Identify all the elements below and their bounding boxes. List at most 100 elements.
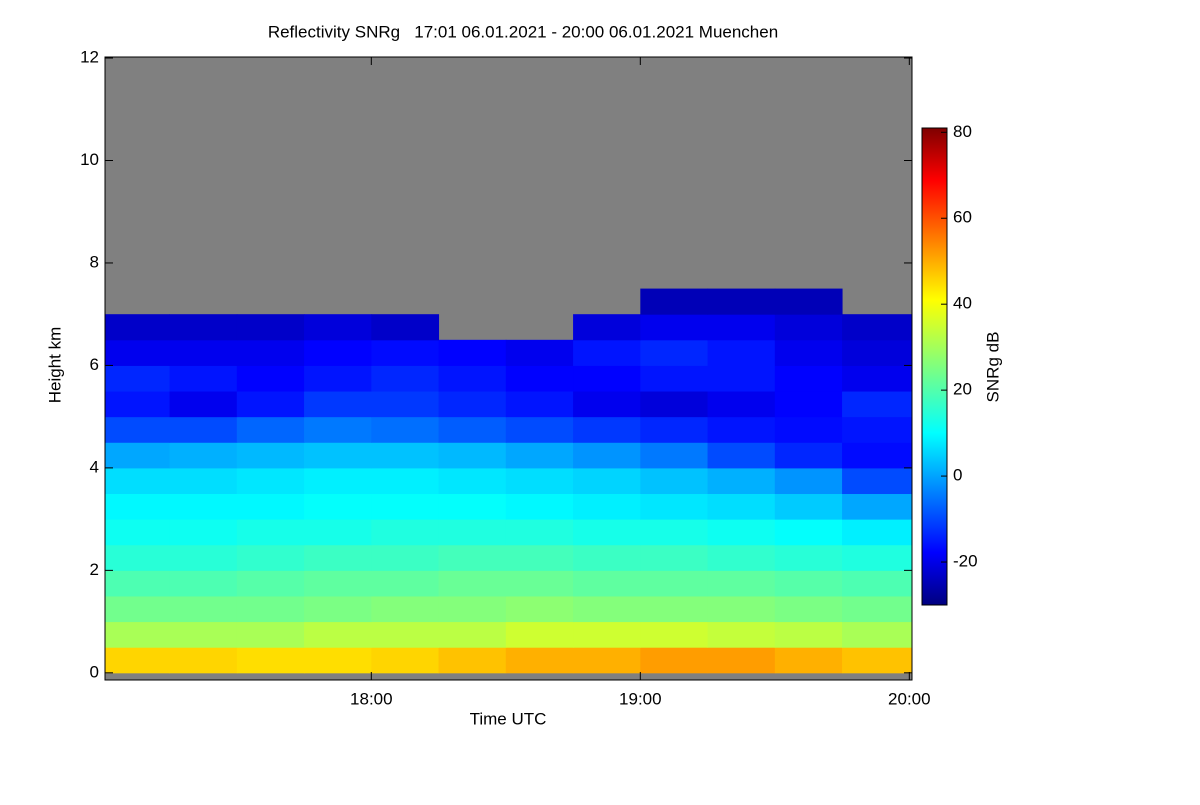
heatmap-cell — [640, 314, 709, 341]
heatmap-cell — [640, 391, 709, 418]
heatmap-cell — [573, 544, 641, 571]
heatmap-cell — [236, 570, 305, 597]
heatmap-cell — [774, 647, 843, 674]
heatmap-cell — [640, 621, 709, 648]
heatmap-cell — [707, 339, 776, 366]
heatmap-cell — [236, 365, 305, 392]
heatmap-cell — [438, 493, 507, 520]
heatmap-cell — [573, 416, 641, 443]
heatmap-cell — [774, 391, 843, 418]
colorbar-tick-label: 40 — [953, 294, 972, 313]
heatmap-cell — [573, 647, 641, 674]
heatmap-cell — [640, 595, 709, 623]
heatmap-cell — [707, 647, 776, 674]
heatmap-cell — [105, 493, 171, 520]
heatmap-cell — [707, 621, 776, 648]
heatmap-cell — [640, 416, 709, 443]
heatmap-cell — [304, 391, 372, 418]
heatmap-cell — [573, 391, 641, 418]
heatmap-cell — [371, 391, 440, 418]
heatmap-cell — [640, 288, 709, 315]
heatmap-cell — [707, 519, 776, 546]
heatmap-cell — [707, 416, 776, 443]
y-tick-label: 6 — [90, 355, 99, 374]
heatmap-cell — [573, 519, 641, 546]
heatmap-cell — [371, 314, 440, 341]
heatmap-cell — [371, 339, 440, 366]
heatmap-cell — [842, 314, 913, 341]
heatmap-cell — [707, 595, 776, 623]
heatmap-cell — [842, 339, 913, 366]
heatmap-cell — [842, 595, 913, 623]
heatmap-cell — [105, 339, 171, 366]
heatmap-cell — [774, 467, 843, 495]
heatmap-cell — [573, 570, 641, 597]
heatmap-cell — [774, 339, 843, 366]
heatmap-cell — [304, 467, 372, 495]
heatmap-cell — [236, 595, 305, 623]
heatmap-cell — [304, 365, 372, 392]
heatmap-cell — [169, 442, 238, 469]
heatmap-cell — [842, 519, 913, 546]
heatmap-cell — [371, 544, 440, 571]
heatmap-cell — [774, 570, 843, 597]
heatmap-cell — [105, 391, 171, 418]
heatmap-cell — [169, 544, 238, 571]
heatmap-cell — [707, 442, 776, 469]
heatmap-cell — [842, 570, 913, 597]
heatmap-cell — [707, 288, 776, 315]
heatmap-cell — [105, 314, 171, 341]
heatmap-cell — [438, 544, 507, 571]
heatmap-cell — [505, 365, 574, 392]
heatmap-cell — [573, 493, 641, 520]
heatmap-cell — [371, 621, 440, 648]
y-axis-label: Height km — [45, 327, 64, 404]
heatmap-cell — [236, 442, 305, 469]
heatmap-cell — [774, 416, 843, 443]
heatmap-cell — [304, 442, 372, 469]
heatmap-cell — [774, 493, 843, 520]
heatmap-cell — [105, 647, 171, 674]
y-tick-label: 4 — [90, 457, 99, 476]
heatmap-cell — [505, 493, 574, 520]
y-tick-label: 12 — [80, 48, 99, 67]
heatmap-cell — [169, 519, 238, 546]
heatmap-cell — [304, 647, 372, 674]
heatmap-cell — [438, 595, 507, 623]
heatmap-cell — [105, 621, 171, 648]
heatmap-cell — [505, 442, 574, 469]
heatmap-cell — [505, 339, 574, 366]
heatmap-cell — [774, 544, 843, 571]
heatmap-cell — [707, 570, 776, 597]
heatmap-cell — [438, 416, 507, 443]
heatmap-cell — [169, 570, 238, 597]
heatmap-cell — [304, 416, 372, 443]
heatmap-cell — [505, 621, 574, 648]
heatmap-cell — [573, 365, 641, 392]
heatmap-cell — [438, 339, 507, 366]
heatmap-cell — [371, 647, 440, 674]
heatmap-cell — [236, 314, 305, 341]
heatmap-cell — [169, 595, 238, 623]
heatmap-cell — [236, 467, 305, 495]
heatmap-cell — [505, 467, 574, 495]
heatmap-cell — [573, 467, 641, 495]
heatmap-cell — [505, 544, 574, 571]
heatmap-cell — [304, 493, 372, 520]
heatmap-cell — [573, 621, 641, 648]
heatmap-cell — [304, 595, 372, 623]
heatmap-cell — [774, 314, 843, 341]
heatmap-cell — [236, 519, 305, 546]
heatmap-cell — [505, 416, 574, 443]
heatmap-cell — [304, 519, 372, 546]
colorbar-tick-label: 60 — [953, 208, 972, 227]
heatmap-cell — [371, 519, 440, 546]
colorbar — [921, 127, 948, 606]
heatmap-cell — [236, 647, 305, 674]
heatmap-cell — [438, 467, 507, 495]
heatmap-cell — [236, 621, 305, 648]
heatmap-cell — [573, 595, 641, 623]
heatmap-cell — [640, 339, 709, 366]
x-axis-label: Time UTC — [470, 709, 547, 728]
heatmap-cell — [640, 442, 709, 469]
